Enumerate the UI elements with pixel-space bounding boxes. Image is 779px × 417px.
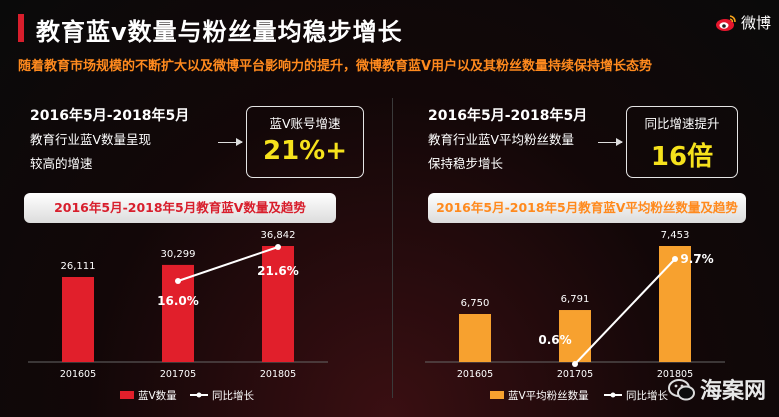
chart-0-x-tick-201805: 201805 [260,369,296,380]
right-stat-value: 16倍 [650,142,714,172]
chart-0-bar-201605 [62,277,94,362]
right-desc-line2: 保持稳步增长 [428,156,504,171]
chart-1-growth-point-201705 [572,361,578,367]
chart-0-x-tick-201605: 201605 [60,369,96,380]
panel-divider [392,98,393,398]
left-desc-line1: 教育行业蓝V数量呈现 [30,132,152,147]
chart-0-legend-line-marker [196,392,202,398]
chart-1-growth-label-201705: 0.6% [538,333,571,347]
chart-1-bar-201605 [459,314,491,362]
chart-1-growth-line [574,258,676,365]
chart-1-x-tick-201705: 201705 [557,369,593,380]
left-stat-label: 蓝V账号增速 [269,116,341,131]
left-intro: 2016年5月-2018年5月 教育行业蓝V数量呈现 较高的增速 [30,104,189,176]
left-period: 2016年5月-2018年5月 [30,108,190,124]
right-intro: 2016年5月-2018年5月 教育行业蓝V平均粉丝数量 保持稳步增长 [428,104,587,176]
title-accent-bar [18,14,24,42]
weibo-logo-text: 微博 [740,14,771,32]
left-arrow-icon [218,138,243,146]
chart-1-legend-bar-swatch [490,391,504,399]
left-desc-line2: 较高的增速 [30,156,93,171]
chart-0-bar-201805 [262,246,294,362]
chart-1-x-tick-201605: 201605 [457,369,493,380]
chart-0-legend-bar-label: 蓝V数量 [138,389,177,402]
chart-1-growth-label-201805: 9.7% [680,252,713,266]
chart-0-growth-point-201705 [175,278,181,284]
chart-1-legend-line-label: 同比增长 [626,389,668,402]
chart-1-legend-bar-label: 蓝V平均粉丝数量 [508,389,589,402]
weibo-eye-icon [715,14,736,31]
chart-0-bar-label-201705: 30,299 [161,249,196,260]
chart-1-growth-point-201805 [672,256,678,262]
chart-0-growth-label-201705: 16.0% [157,294,199,308]
right-chart-banner: 2016年5月-2018年5月教育蓝V平均粉丝数量及趋势 [428,193,746,223]
weibo-logo: 微博 [715,12,771,33]
chart-0-growth-label-201805: 21.6% [257,264,299,278]
chart-1-legend-line-marker [610,392,616,398]
page-title: 教育蓝v数量与粉丝量均稳步增长 [36,18,403,46]
chart-0-legend-line-label: 同比增长 [212,389,254,402]
footer-watermark-text: 海案网 [700,379,767,404]
chart-0-bar-label-201805: 36,842 [261,230,296,241]
right-period: 2016年5月-2018年5月 [428,108,588,124]
left-chart-banner: 2016年5月-2018年5月教育蓝V数量及趋势 [24,193,336,223]
chart-1-bar-label-201805: 7,453 [661,230,690,241]
right-stat-label: 同比增速提升 [644,116,720,131]
left-stat-box: 蓝V账号增速 21%+ [246,106,364,178]
chart-1-bar-label-201605: 6,750 [461,298,490,309]
right-arrow-icon [598,138,623,146]
chart-0-growth-point-201805 [275,244,281,250]
left-stat-value: 21%+ [262,136,348,166]
right-desc-line1: 教育行业蓝V平均粉丝数量 [428,132,575,147]
chart-1-x-tick-201805: 201805 [657,369,693,380]
chart-1-bar-201805 [659,246,691,362]
chart-1-bar-label-201705: 6,791 [561,294,590,305]
chart-0-growth-line [177,246,279,282]
chart-0-legend-bar-swatch [120,391,134,399]
right-stat-box: 同比增速提升 16倍 [626,106,738,178]
chart-0-x-tick-201705: 201705 [160,369,196,380]
wechat-icon [668,379,695,401]
chart-0-bar-label-201605: 26,111 [61,261,96,272]
subtitle: 随着教育市场规模的不断扩大以及微博平台影响力的提升，微博教育蓝V用户以及其粉丝数… [18,59,653,74]
